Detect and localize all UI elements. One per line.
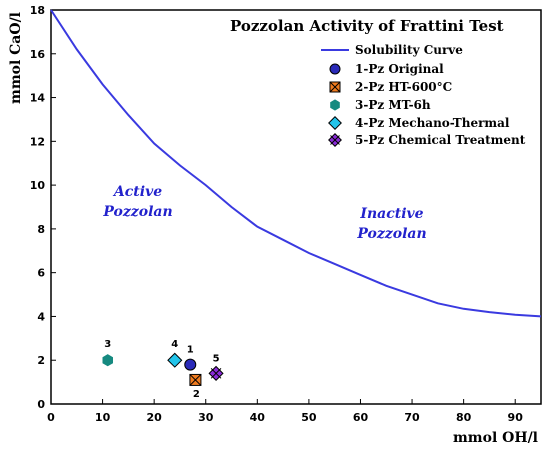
data-point-4 [167, 352, 183, 368]
x-tick-label-8: 80 [456, 411, 472, 424]
x-tick-label-1: 10 [95, 411, 111, 424]
legend-marker-5 [328, 133, 342, 147]
x-axis-ticks: 0 10 20 30 40 50 60 70 80 90 [47, 399, 523, 424]
legend: Solubility Curve 1-Pz Original 2-Pz HT-6… [321, 43, 526, 147]
y-tick-label-6: 12 [30, 135, 45, 148]
y-axis-ticks: 0 2 4 6 8 10 12 14 16 18 [30, 4, 56, 411]
data-point-1 [184, 358, 197, 371]
solubility-curve [50, 9, 542, 318]
plot-frame [50, 9, 542, 405]
y-tick-label-2: 4 [37, 310, 45, 323]
legend-marker-3 [330, 99, 340, 111]
data-point-label-1: 1 [187, 345, 194, 356]
chart-title: Pozzolan Activity of Frattini Test [230, 17, 504, 35]
data-point-label-2: 2 [193, 389, 200, 400]
x-tick-label-3: 30 [198, 411, 214, 424]
y-tick-label-5: 10 [30, 179, 46, 192]
region-active-line2: Pozzolan [102, 204, 172, 220]
legend-label-5: 5-Pz Chemical Treatment [355, 133, 526, 147]
legend-label-1: 1-Pz Original [355, 62, 444, 76]
y-tick-label-8: 16 [30, 48, 46, 61]
data-point-label-4: 4 [171, 339, 178, 350]
x-tick-label-0: 0 [47, 411, 55, 424]
data-point-label-3: 3 [104, 339, 111, 350]
y-tick-label-0: 0 [37, 398, 45, 411]
region-inactive-line2: Pozzolan [356, 226, 426, 242]
data-point-label-5: 5 [213, 353, 220, 364]
y-tick-label-1: 2 [37, 354, 45, 367]
x-tick-label-9: 90 [508, 411, 524, 424]
legend-label-3: 3-Pz MT-6h [355, 98, 431, 112]
y-tick-label-7: 14 [30, 92, 46, 105]
x-tick-label-5: 50 [301, 411, 317, 424]
data-point-5 [208, 365, 224, 381]
legend-marker-2 [329, 81, 341, 93]
x-axis-title: mmol OH/l [453, 430, 538, 446]
data-point-3 [102, 354, 113, 367]
x-tick-label-4: 40 [250, 411, 266, 424]
y-tick-label-9: 18 [30, 4, 45, 17]
legend-markers [328, 63, 342, 147]
x-tick-label-7: 70 [404, 411, 420, 424]
region-inactive-line1: Inactive [359, 206, 423, 222]
region-active-line1: Active [112, 184, 162, 200]
x-tick-label-6: 60 [353, 411, 369, 424]
legend-label-2: 2-Pz HT-600°C [355, 80, 452, 94]
data-points: 1 2 3 4 5 [102, 339, 224, 400]
x-tick-label-2: 20 [147, 411, 163, 424]
x-axis-title-text: mmol OH/l [453, 430, 538, 446]
data-point-2 [189, 373, 202, 386]
legend-label-curve: Solubility Curve [355, 43, 463, 57]
y-tick-label-3: 6 [37, 267, 45, 280]
legend-marker-4 [328, 116, 342, 130]
legend-label-4: 4-Pz Mechano-Thermal [355, 116, 510, 130]
legend-marker-1 [329, 63, 341, 75]
y-axis-title: mmol CaO/l [8, 12, 24, 104]
y-tick-label-4: 8 [37, 223, 45, 236]
